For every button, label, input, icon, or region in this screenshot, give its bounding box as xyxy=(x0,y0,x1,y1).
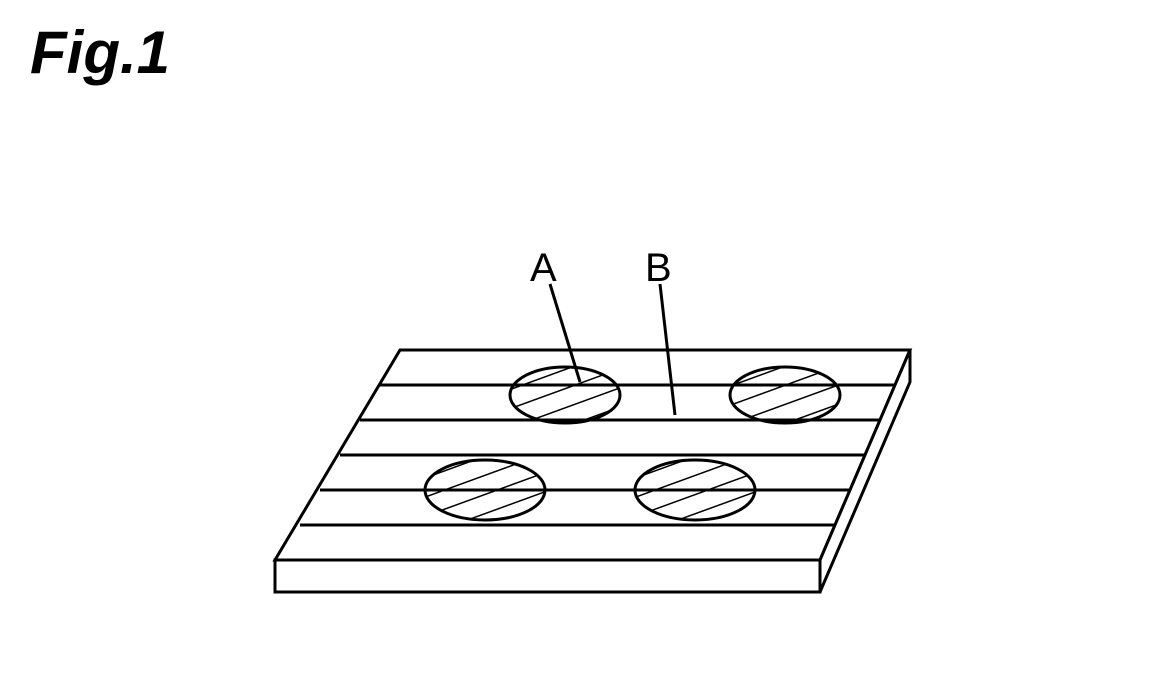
front-face xyxy=(275,560,820,592)
patch-bottom-left xyxy=(425,460,545,520)
patch-top-left xyxy=(510,367,620,423)
patch-top-right xyxy=(730,367,840,423)
substrate-diagram xyxy=(230,280,950,650)
figure-title: Fig.1 xyxy=(30,18,170,87)
patch-bottom-right xyxy=(635,460,755,520)
